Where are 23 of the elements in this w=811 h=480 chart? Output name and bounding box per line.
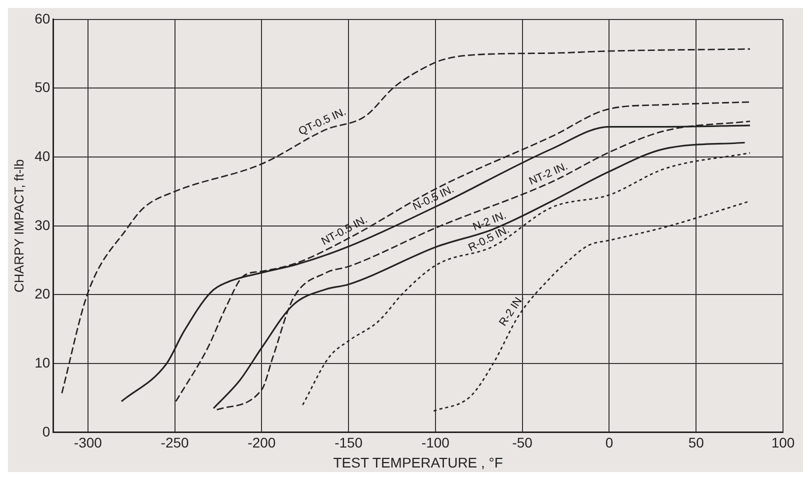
y-tick-label: 0: [42, 423, 50, 440]
x-tick-label: -100: [421, 434, 450, 451]
line-series: [302, 152, 751, 406]
y-tick-label: 10: [34, 354, 50, 370]
line-series: [61, 48, 751, 394]
y-tick-label: 50: [34, 79, 50, 96]
x-tick-label: 50: [688, 434, 704, 451]
y-axis-title: CHARPY IMPACT, ft-lb: [11, 159, 26, 292]
y-tick-label: 60: [34, 10, 50, 26]
x-tick-label: 0: [605, 434, 614, 451]
x-tick-label: -250: [160, 434, 190, 451]
y-tick-label: 30: [34, 216, 50, 233]
annotation: N-0.5 IN.: [411, 183, 456, 214]
y-tick-label: 40: [34, 148, 50, 164]
x-tick-label: -50: [512, 434, 533, 451]
y-tick-label: 20: [34, 286, 50, 302]
annotation: R-2 IN.: [497, 292, 527, 328]
x-tick-label: -300: [74, 434, 102, 451]
annotation: NT-2 IN.: [527, 160, 570, 188]
x-tick-label: -200: [248, 434, 276, 451]
x-tick-label: -150: [334, 434, 363, 451]
x-tick-label: 100: [771, 434, 795, 451]
x-axis-title: TEST TEMPERATURE , °F: [333, 454, 503, 470]
